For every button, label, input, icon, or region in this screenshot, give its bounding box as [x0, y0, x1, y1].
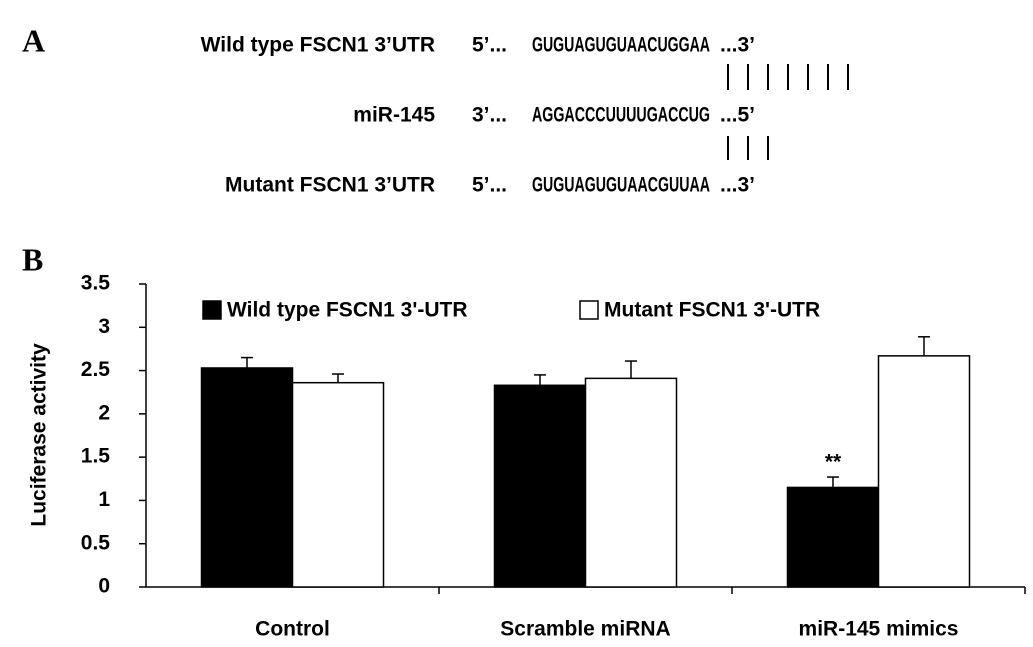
- bar: [200, 367, 294, 588]
- sequence: AGGACCCUUUUGACCUG: [532, 104, 710, 127]
- bar: [584, 377, 678, 588]
- row-name: miR-145: [353, 104, 435, 127]
- sequence: GUGUAGUGUAACUGGAA: [532, 34, 710, 57]
- y-tick-label: 2: [98, 401, 110, 424]
- y-tick-label: 0: [98, 575, 110, 598]
- legend-swatch: [579, 300, 599, 320]
- strand-end: ...3’: [720, 174, 755, 197]
- legend-label: Mutant FSCN1 3'-UTR: [604, 299, 820, 322]
- y-tick-label: 2.5: [81, 358, 111, 381]
- x-tick-label: miR-145 mimics: [799, 618, 959, 641]
- significance-label: **: [825, 451, 842, 474]
- y-tick-label: 3.5: [81, 272, 111, 295]
- strand-end: 3’...: [472, 104, 507, 127]
- x-tick-label: Control: [255, 618, 330, 641]
- bar: [786, 486, 880, 588]
- sequence: GUGUAGUGUAACGUUAA: [532, 174, 710, 197]
- row-name: Mutant FSCN1 3’UTR: [225, 174, 435, 197]
- pairing-lines: [727, 64, 849, 160]
- x-tick-label: Scramble miRNA: [500, 618, 670, 641]
- y-tick-label: 1.5: [81, 445, 111, 468]
- legend-swatch: [202, 300, 222, 320]
- panel-label: A: [22, 22, 45, 58]
- row-name: Wild type FSCN1 3’UTR: [201, 34, 435, 57]
- strand-end: ...5’: [720, 104, 755, 127]
- strand-end: 5’...: [472, 174, 507, 197]
- bar: [493, 384, 587, 588]
- legend-label: Wild type FSCN1 3'-UTR: [227, 299, 468, 322]
- y-tick-label: 0.5: [81, 531, 111, 554]
- strand-end: ...3’: [720, 34, 755, 57]
- y-tick-label: 3: [98, 315, 110, 338]
- y-axis-label: Luciferase activity: [28, 343, 51, 527]
- bar: [291, 381, 385, 588]
- bar: [877, 355, 971, 588]
- strand-end: 5’...: [472, 34, 507, 57]
- panel-label: B: [22, 241, 43, 277]
- y-tick-label: 1: [98, 488, 110, 511]
